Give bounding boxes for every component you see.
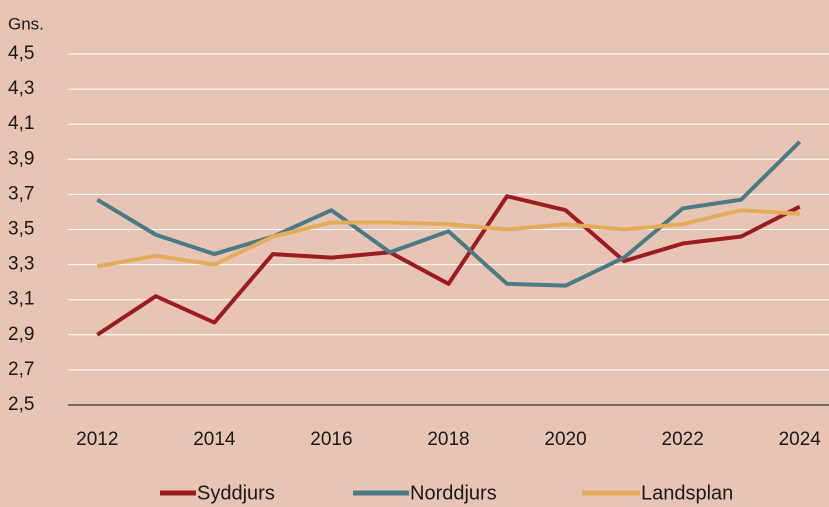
y-tick-label: 3,1 [8,289,34,310]
y-tick-label: 2,5 [8,394,34,415]
y-tick-label: 3,7 [8,183,34,204]
x-tick-label: 2018 [427,429,469,450]
legend-label: Norddjurs [410,482,497,504]
legend-label: Landsplan [641,482,733,504]
x-tick-label: 2022 [662,429,704,450]
series-line [96,208,800,269]
y-tick-label: 3,9 [8,148,34,169]
x-tick-label: 2020 [544,429,586,450]
y-tick-label: 2,7 [8,359,34,380]
y-tick-label: 4,3 [8,78,34,99]
x-tick-label: 2024 [779,429,822,450]
series-line [96,194,801,337]
y-tick-label: 4,1 [8,113,34,134]
y-axis-label: Gns. [8,14,44,33]
x-tick-label: 2014 [193,429,236,450]
x-tick-label: 2012 [76,429,118,450]
y-tick-label: 3,3 [8,254,34,275]
y-tick-label: 3,5 [8,219,34,240]
y-tick-label: 4,5 [8,43,34,64]
y-tick-label: 2,9 [8,324,34,345]
x-tick-label: 2016 [310,429,352,450]
legend-label: Syddjurs [197,482,275,504]
series-line [96,140,802,288]
